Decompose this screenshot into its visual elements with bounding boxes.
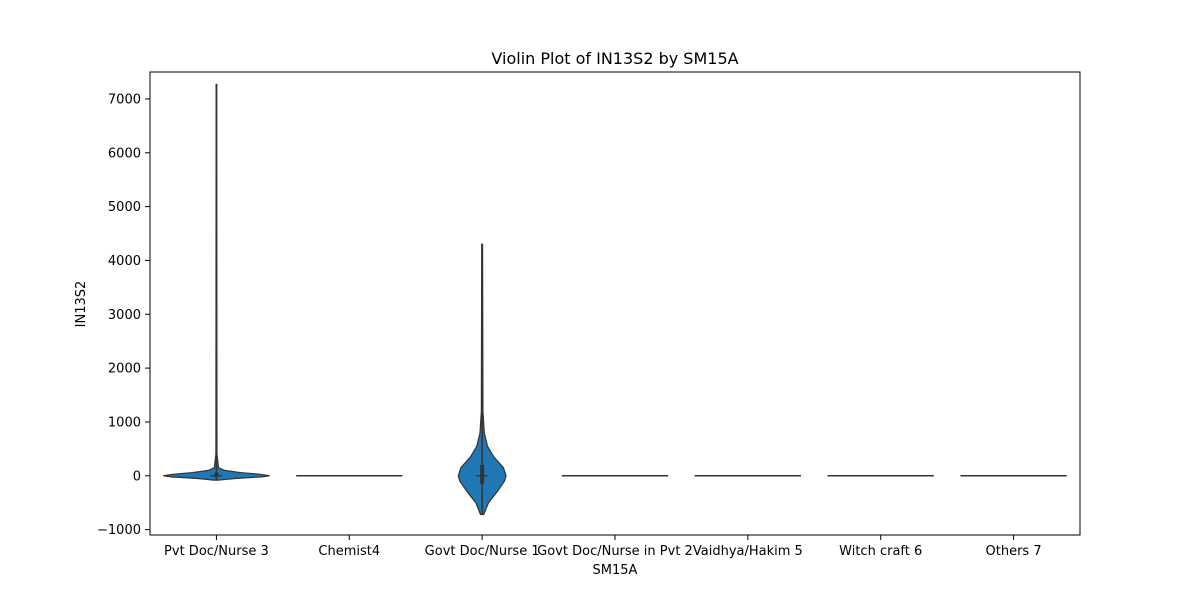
y-tick-label: 5000 <box>108 200 141 215</box>
violin-0 <box>163 83 270 481</box>
x-tick-label: Vaidhya/Hakim 5 <box>693 544 803 559</box>
x-tick-label: Others 7 <box>986 544 1042 559</box>
y-axis-title: IN13S2 <box>74 281 89 328</box>
x-tick-label: Govt Doc/Nurse 1 <box>425 544 540 559</box>
y-tick-label: 4000 <box>108 254 141 269</box>
x-axis-title: SM15A <box>593 563 638 578</box>
x-tick-label: Govt Doc/Nurse in Pvt 2 <box>537 544 693 559</box>
y-tick-label: 7000 <box>108 92 141 107</box>
y-tick-label: 3000 <box>108 308 141 323</box>
y-tick-label: 2000 <box>108 362 141 377</box>
y-tick-label: 0 <box>133 469 141 484</box>
x-tick-label: Witch craft 6 <box>839 544 922 559</box>
chart-title: Violin Plot of IN13S2 by SM15A <box>491 49 738 68</box>
plot-frame <box>149 71 1081 536</box>
y-tick-label: −1000 <box>97 523 141 538</box>
plot-area <box>163 83 1067 516</box>
violin-2 <box>457 243 507 516</box>
y-tick-label: 6000 <box>108 146 141 161</box>
x-tick-label: Pvt Doc/Nurse 3 <box>164 544 269 559</box>
x-tick-label: Chemist4 <box>318 544 380 559</box>
y-axis: −1000 0 1000 2000 3000 4000 5000 6000 7000 <box>97 92 150 538</box>
x-axis: Pvt Doc/Nurse 3 Chemist4 Govt Doc/Nurse 1G… <box>164 535 1042 559</box>
y-tick-label: 1000 <box>108 415 141 430</box>
